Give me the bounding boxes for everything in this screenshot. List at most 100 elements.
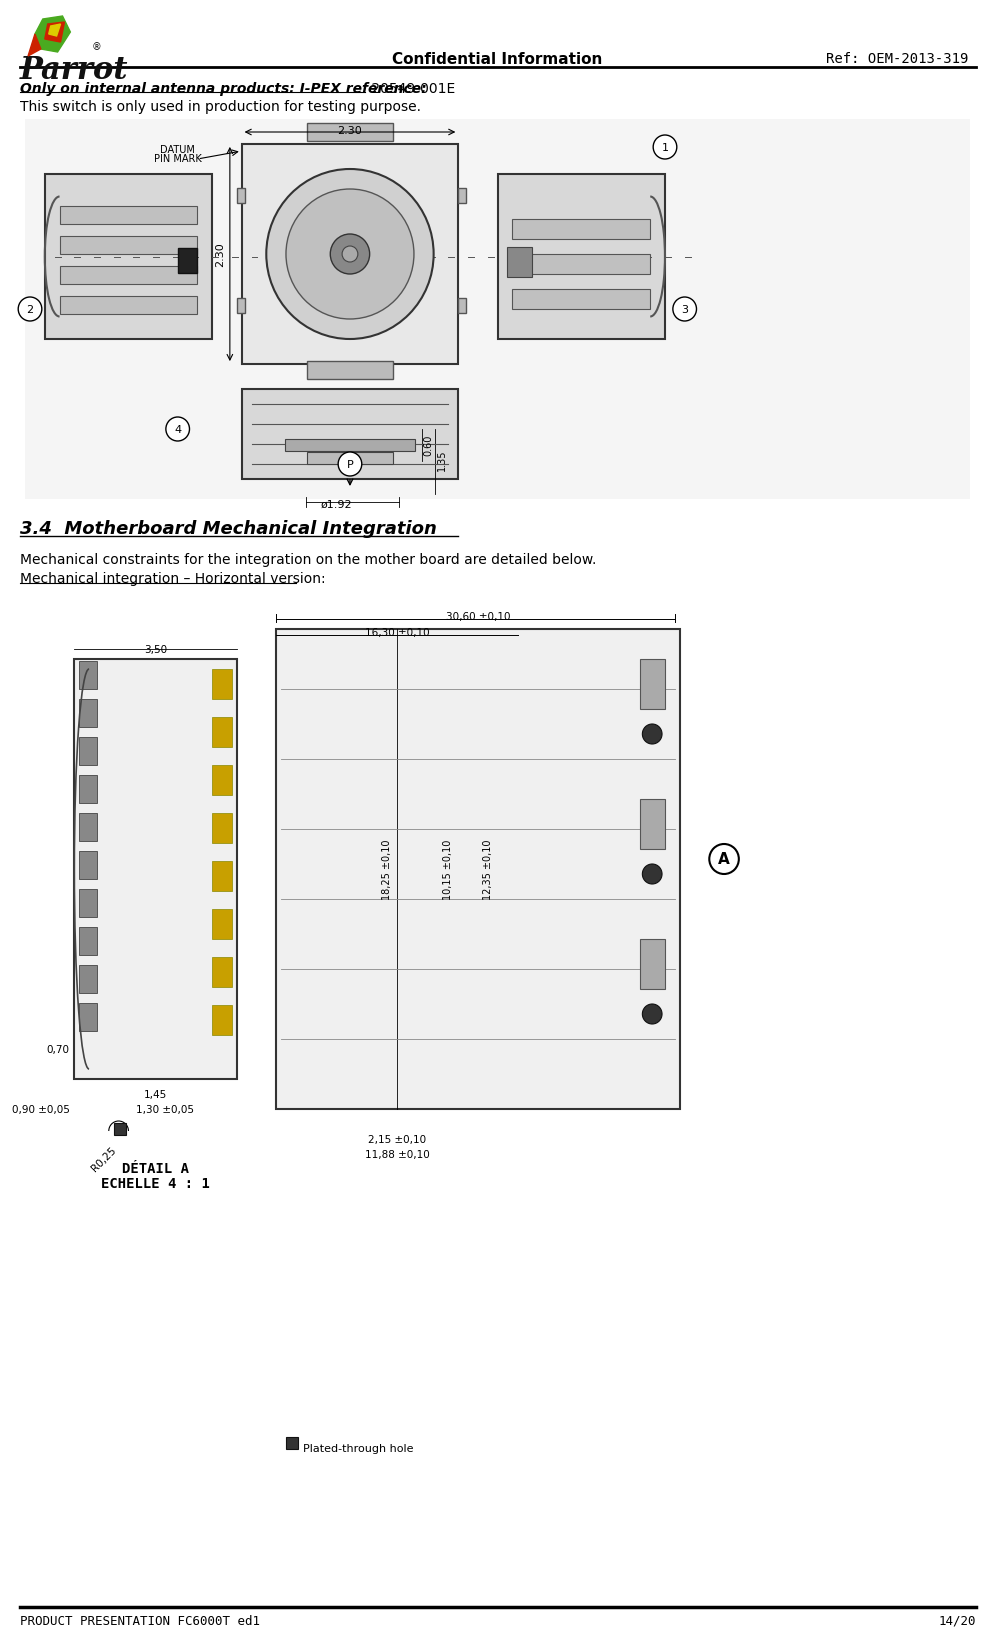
Text: 1: 1	[661, 144, 668, 153]
Bar	[178, 250, 197, 274]
Bar	[641, 800, 665, 850]
Text: ®: ®	[92, 42, 102, 52]
Text: 3,50: 3,50	[144, 645, 167, 654]
Bar	[236, 189, 244, 204]
Text: 0.60: 0.60	[424, 434, 434, 455]
Bar	[212, 958, 232, 987]
Text: Mechanical integration – Horizontal version:: Mechanical integration – Horizontal vers…	[21, 571, 326, 586]
Text: 3.4  Motherboard Mechanical Integration: 3.4 Motherboard Mechanical Integration	[21, 519, 438, 537]
Bar	[512, 290, 650, 310]
Polygon shape	[35, 16, 71, 52]
Bar	[79, 738, 97, 765]
Bar	[458, 189, 466, 204]
Text: DÉTAIL A: DÉTAIL A	[122, 1162, 189, 1175]
Bar	[241, 390, 458, 480]
Circle shape	[643, 725, 662, 744]
Text: 16,30 ±0,10: 16,30 ±0,10	[365, 628, 430, 638]
Circle shape	[653, 135, 677, 160]
Bar	[276, 630, 680, 1110]
Circle shape	[166, 418, 189, 442]
Text: ECHELLE 4 : 1: ECHELLE 4 : 1	[101, 1177, 210, 1190]
Bar	[79, 966, 97, 994]
Bar	[212, 1005, 232, 1035]
Bar	[212, 909, 232, 940]
Bar	[114, 1123, 126, 1136]
Bar	[79, 1004, 97, 1031]
Circle shape	[331, 235, 370, 274]
Text: 10,15 ±0,10: 10,15 ±0,10	[442, 839, 453, 899]
Circle shape	[342, 246, 358, 263]
Bar	[79, 661, 97, 690]
Polygon shape	[28, 34, 41, 57]
Bar	[241, 145, 458, 366]
Bar	[75, 659, 236, 1079]
Bar	[286, 1438, 298, 1449]
Polygon shape	[49, 24, 61, 38]
Text: PRODUCT PRESENTATION FC6000T ed1: PRODUCT PRESENTATION FC6000T ed1	[21, 1614, 260, 1627]
Text: 20549-001E: 20549-001E	[367, 82, 455, 96]
Text: 2,15 ±0,10: 2,15 ±0,10	[368, 1134, 427, 1144]
Circle shape	[266, 170, 434, 339]
Text: Mechanical constraints for the integration on the mother board are detailed belo: Mechanical constraints for the integrati…	[21, 553, 596, 566]
Bar	[307, 452, 393, 465]
Text: This switch is only used in production for testing purpose.: This switch is only used in production f…	[21, 100, 421, 114]
Bar	[212, 669, 232, 700]
Circle shape	[19, 297, 42, 322]
Circle shape	[643, 1004, 662, 1025]
Text: Only on internal antenna products: I-PEX reference:: Only on internal antenna products: I-PEX…	[21, 82, 427, 96]
Text: 0,90 ±0,05: 0,90 ±0,05	[12, 1105, 70, 1115]
Bar	[458, 299, 466, 313]
Bar	[497, 175, 665, 339]
Circle shape	[709, 844, 739, 875]
Bar	[307, 362, 393, 380]
Bar	[60, 207, 197, 225]
Bar	[79, 927, 97, 955]
Text: Confidential Information: Confidential Information	[392, 52, 602, 67]
Text: 2.30: 2.30	[215, 243, 225, 268]
Bar	[79, 889, 97, 917]
Bar	[641, 659, 665, 710]
Polygon shape	[45, 23, 65, 42]
Bar	[212, 765, 232, 795]
Text: PIN MARK: PIN MARK	[154, 153, 201, 163]
Text: ø1.92: ø1.92	[321, 499, 352, 509]
Text: Ref: OEM-2013-319: Ref: OEM-2013-319	[826, 52, 968, 65]
Text: 3: 3	[681, 305, 689, 315]
Text: 0,70: 0,70	[46, 1044, 70, 1054]
Text: 1,30 ±0,05: 1,30 ±0,05	[136, 1105, 194, 1115]
Bar	[212, 813, 232, 844]
Text: 12,35 ±0,10: 12,35 ±0,10	[484, 839, 493, 899]
Bar	[512, 220, 650, 240]
Circle shape	[673, 297, 697, 322]
Text: 11,88 ±0,10: 11,88 ±0,10	[365, 1149, 430, 1159]
Text: 4: 4	[174, 424, 181, 434]
Bar	[60, 268, 197, 286]
Text: R0,25: R0,25	[89, 1144, 118, 1173]
Bar	[285, 439, 415, 452]
Bar	[60, 237, 197, 255]
Circle shape	[286, 189, 414, 320]
Bar	[79, 852, 97, 880]
Bar	[641, 940, 665, 989]
Text: Parrot: Parrot	[21, 55, 129, 86]
Text: 18,25 ±0,10: 18,25 ±0,10	[383, 839, 392, 899]
Bar	[26, 119, 970, 499]
Bar	[212, 718, 232, 747]
Text: 1,45: 1,45	[144, 1089, 167, 1100]
Text: P: P	[346, 460, 353, 470]
Bar	[236, 299, 244, 313]
Bar	[507, 248, 532, 277]
Text: A: A	[718, 852, 730, 867]
Text: 2.30: 2.30	[337, 126, 362, 135]
Circle shape	[643, 865, 662, 885]
Text: Plated-through hole: Plated-through hole	[303, 1443, 413, 1452]
Text: 30,60 ±0,10: 30,60 ±0,10	[445, 612, 510, 622]
Bar	[307, 124, 393, 142]
Text: 1.35: 1.35	[437, 449, 446, 470]
Bar	[512, 255, 650, 274]
Bar	[79, 775, 97, 803]
Bar	[60, 297, 197, 315]
Bar	[45, 175, 212, 339]
Bar	[79, 700, 97, 728]
Text: 14/20: 14/20	[939, 1614, 976, 1627]
